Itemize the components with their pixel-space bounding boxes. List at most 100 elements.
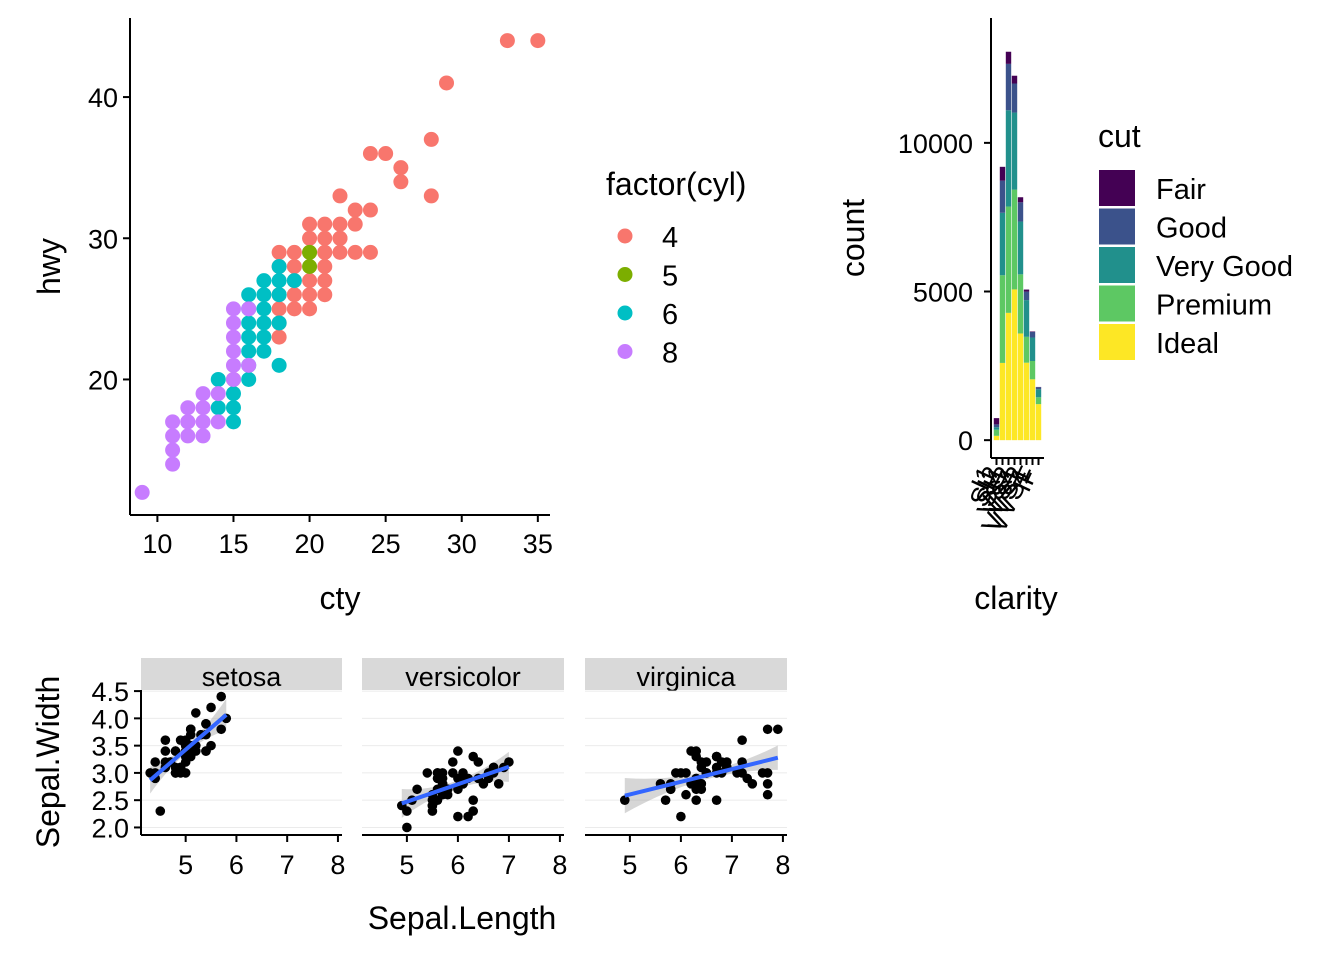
data-point-cyl-6 <box>271 287 287 303</box>
data-point <box>160 746 171 756</box>
data-point-cyl-6 <box>256 301 272 317</box>
bar-segment-ideal <box>1005 312 1012 441</box>
data-point-cyl-4 <box>286 244 302 260</box>
data-point <box>412 784 422 795</box>
data-point <box>160 735 171 745</box>
facet-panel-setosa: setosa 5 6 7 8 <box>141 658 345 880</box>
y-axis-title: hwy <box>31 238 67 295</box>
data-point <box>468 795 479 805</box>
data-point-cyl-8 <box>195 386 211 402</box>
data-point-cyl-4 <box>423 188 439 204</box>
diamonds-bar-plot: 0500010000I1SI2SI1VS2VS1VVS2VVS1IFclarit… <box>835 18 1293 616</box>
data-point-cyl-8 <box>180 414 196 430</box>
data-point-cyl-8 <box>225 329 241 345</box>
data-point-cyl-6 <box>256 329 272 345</box>
data-point-cyl-4 <box>530 33 546 49</box>
bar-segment-ideal <box>1017 333 1024 441</box>
data-point-cyl-4 <box>362 202 378 218</box>
data-point-cyl-8 <box>180 400 196 416</box>
x-tick-label: 8 <box>775 850 790 880</box>
data-point <box>185 724 196 735</box>
bar-segment-very-good <box>1005 110 1012 207</box>
legend-title: factor(cyl) <box>606 166 746 202</box>
data-point-cyl-4 <box>332 230 348 246</box>
data-point-cyl-6 <box>241 371 257 387</box>
bar-segment-fair <box>999 166 1006 181</box>
data-point-cyl-4 <box>271 244 287 260</box>
data-point <box>402 806 412 816</box>
bar-segment-premium <box>993 429 1000 436</box>
bar-segment-premium <box>1017 274 1024 334</box>
data-point-cyl-4 <box>302 273 318 289</box>
legend-key-ideal <box>1099 324 1135 360</box>
bar-segment-ideal <box>1029 379 1036 441</box>
data-point-cyl-6 <box>256 287 272 303</box>
data-point <box>762 724 773 735</box>
bar-segment-very-good <box>1023 300 1030 337</box>
data-point-cyl-4 <box>302 287 318 303</box>
data-point <box>493 779 504 789</box>
data-point-cyl-4 <box>317 287 333 303</box>
iris-facet-plot: setosa 5 6 7 8 versicolor 5 6 7 8 virginica 5 6 7 8 2.0… <box>30 658 790 936</box>
legend-key-very-good <box>1099 247 1135 283</box>
data-point-cyl-4 <box>347 216 363 232</box>
data-point-cyl-4 <box>271 329 287 345</box>
data-point <box>437 779 448 789</box>
legend-key-cyl-6 <box>617 305 633 321</box>
data-point-cyl-4 <box>332 244 348 260</box>
data-point-cyl-4 <box>317 244 333 260</box>
data-point <box>150 757 161 767</box>
data-point-cyl-8 <box>165 442 181 458</box>
legend-label: 8 <box>662 338 678 370</box>
data-point <box>773 724 783 735</box>
legend-key-cyl-5 <box>617 267 633 282</box>
data-point <box>191 708 201 718</box>
y-tick-label: 30 <box>88 224 118 254</box>
bar-segment-good <box>1035 387 1042 390</box>
legend-label: 4 <box>662 222 678 254</box>
x-tick-label: 7 <box>501 850 516 880</box>
x-tick-label: 25 <box>371 529 401 559</box>
data-point-cyl-8 <box>195 400 211 416</box>
legend-label: Ideal <box>1156 328 1219 360</box>
data-point-cyl-6 <box>256 273 272 289</box>
data-point-cyl-8 <box>180 428 196 444</box>
facet-panel-versicolor: versicolor 5 6 7 8 <box>362 658 567 880</box>
data-point-cyl-4 <box>286 301 302 317</box>
x-tick-label: 8 <box>552 850 567 880</box>
data-point-cyl-4 <box>439 75 455 91</box>
regression-line <box>401 764 510 806</box>
data-point <box>711 795 722 805</box>
data-point-cyl-6 <box>271 357 287 373</box>
data-point-cyl-8 <box>241 301 257 317</box>
regression-line <box>148 713 228 782</box>
bar-segment-good <box>1011 83 1018 113</box>
data-point-cyl-8 <box>165 414 181 430</box>
legend-key-cyl-4 <box>617 228 633 244</box>
data-point-cyl-8 <box>210 414 226 430</box>
data-point <box>762 789 773 800</box>
data-point <box>170 746 181 756</box>
facet-strip-label: virginica <box>636 662 736 692</box>
data-point <box>619 795 630 805</box>
bar-segment-premium <box>1011 189 1018 290</box>
bar-segment-premium <box>1005 206 1012 313</box>
data-point-cyl-6 <box>225 400 241 416</box>
data-point <box>691 795 702 805</box>
bar-segment-ideal <box>1011 289 1018 441</box>
data-point-cyl-4 <box>286 287 302 303</box>
data-point <box>170 768 181 778</box>
facet-panel-virginica: virginica 5 6 7 8 <box>585 658 790 880</box>
data-point-cyl-4 <box>378 146 394 162</box>
data-point-cyl-6 <box>271 259 287 274</box>
facet-strip <box>141 658 342 690</box>
data-point-cyl-4 <box>347 244 363 260</box>
x-tick-label: 5 <box>399 850 414 880</box>
data-point-cyl-6 <box>225 414 241 430</box>
data-point-cyl-6 <box>241 287 257 303</box>
legend-label: 6 <box>662 299 678 331</box>
data-point-cyl-6 <box>256 315 272 331</box>
bar-segment-premium <box>1029 360 1036 380</box>
data-point-cyl-6 <box>256 343 272 359</box>
bar-segment-good <box>1005 63 1012 111</box>
